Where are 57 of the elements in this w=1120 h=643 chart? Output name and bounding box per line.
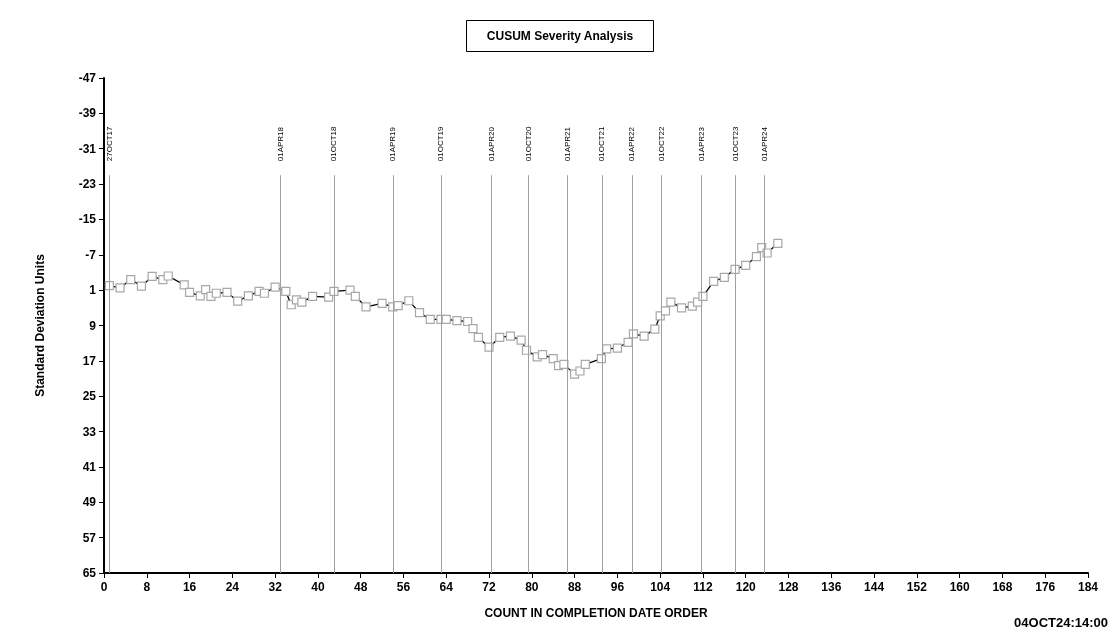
text: 04OCT24:14:00: [1014, 615, 1109, 630]
ref-line-label: 01APR18: [275, 126, 285, 162]
y-tick-label: -23: [78, 177, 97, 192]
ref-line-label: 01APR23: [696, 126, 706, 162]
x-tick-label: 0: [100, 580, 108, 594]
x-tick-label: 40: [311, 580, 325, 594]
x-tick-label: 32: [268, 580, 283, 594]
x-tick-label: 136: [821, 580, 842, 594]
y-tick-label: 17: [82, 353, 97, 368]
x-tick-label: 24: [225, 580, 240, 594]
y-tick-label: 57: [82, 530, 97, 545]
ref-line-label: 27OCT17: [104, 126, 114, 162]
ref-line-label: 01OCT18: [329, 126, 339, 162]
x-tick-label: 152: [906, 580, 928, 594]
ref-line-label: 01APR21: [563, 126, 573, 162]
y-tick-label: -15: [78, 212, 97, 227]
x-tick-label: 56: [396, 580, 411, 594]
x-tick-label: 184: [1077, 580, 1099, 594]
x-tick-label: 120: [735, 580, 757, 594]
x-tick-label: 160: [949, 580, 970, 594]
x-tick-label: 144: [864, 580, 885, 594]
y-tick-label: -7: [85, 247, 97, 262]
ref-line-label: 01APR24: [759, 126, 769, 162]
y-tick-label: 33: [82, 424, 97, 439]
x-tick-label: 72: [482, 580, 497, 594]
ref-line-label: 01OCT19: [436, 126, 446, 162]
x-tick-label: 128: [778, 580, 799, 594]
y-tick-label: 41: [82, 459, 97, 474]
x-tick-label: 168: [992, 580, 1013, 594]
x-tick-label: 88: [567, 580, 582, 594]
ref-line-label: 01OCT21: [597, 126, 607, 162]
y-tick-label: -47: [78, 71, 97, 85]
y-tick-label: 65: [82, 566, 97, 580]
y-tick-label: -39: [78, 106, 97, 121]
y-tick-label: 49: [82, 495, 97, 510]
chart-title: CUSUM Severity Analysis: [486, 29, 634, 43]
x-axis-title: COUNT IN COMPLETION DATE ORDER: [484, 606, 708, 620]
x-tick-label: 48: [354, 580, 368, 594]
x-tick-label: 104: [650, 580, 671, 594]
ref-line-label: 01OCT20: [524, 126, 534, 162]
y-tick-label: -31: [78, 141, 97, 156]
x-tick-label: 64: [439, 580, 454, 594]
y-tick-label: 9: [89, 318, 97, 333]
x-tick-label: 80: [525, 580, 539, 594]
x-tick-label: 8: [143, 580, 151, 594]
y-axis-title: Standard Deviation Units: [33, 253, 47, 397]
x-tick-label: 176: [1035, 580, 1056, 594]
y-tick-label: 1: [89, 283, 97, 298]
ref-line-label: 01APR19: [388, 126, 398, 162]
ref-line-label: 01APR20: [486, 126, 496, 162]
x-tick-label: 16: [182, 580, 197, 594]
x-tick-label: 96: [610, 580, 625, 594]
ref-line-label: 01OCT22: [656, 126, 666, 162]
x-tick-label: 112: [693, 580, 713, 594]
ref-line-label: 01APR22: [627, 126, 637, 162]
y-tick-label: 25: [82, 389, 97, 404]
ref-line-label: 01OCT23: [731, 126, 741, 162]
